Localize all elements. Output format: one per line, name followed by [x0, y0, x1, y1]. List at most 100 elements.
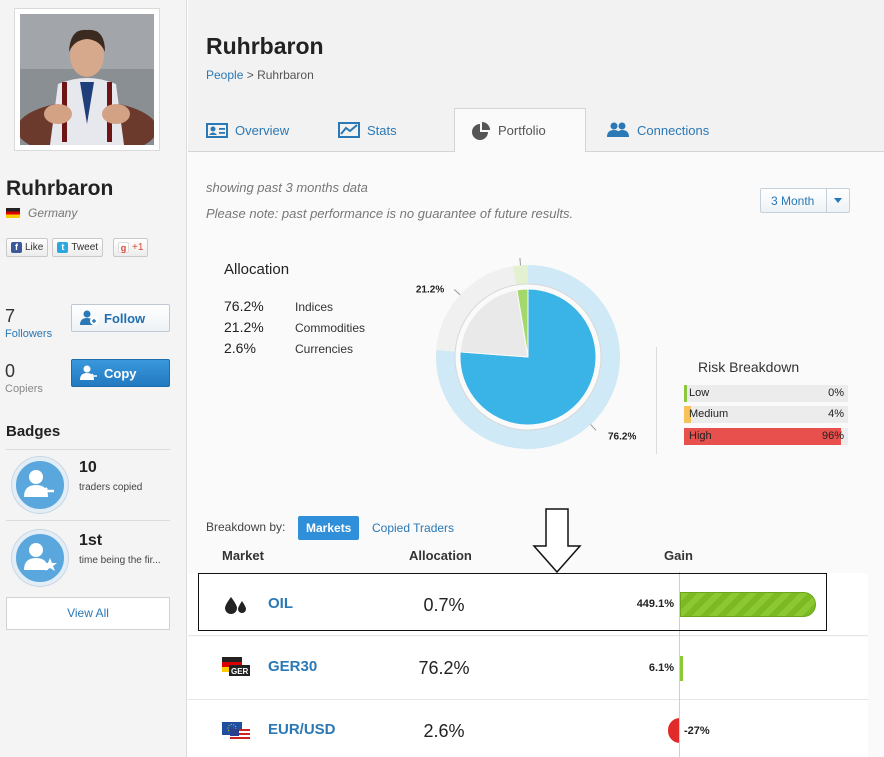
chevron-down-icon	[826, 189, 849, 212]
tweet-button[interactable]: t Tweet	[52, 238, 104, 257]
market-link[interactable]: GER30	[268, 658, 318, 675]
profile-sidebar: Ruhrbaron Germany f Like t Tweet g +1 7 …	[0, 0, 187, 757]
disclaimer-note: Please note: past performance is no guar…	[206, 206, 574, 221]
badges-title: Badges	[6, 423, 61, 440]
risk-bar	[684, 406, 691, 423]
badge-text: time being the fir...	[79, 555, 161, 566]
risk-row-medium: Medium 4%	[684, 406, 848, 423]
pie-data-label: 76.2%	[608, 431, 636, 442]
pie-label-leader	[590, 424, 597, 431]
page-header	[188, 0, 884, 108]
gain-bar-negative	[668, 718, 680, 743]
copy-badge-icon	[12, 457, 68, 513]
people-icon	[607, 122, 629, 137]
risk-row-high: High 96%	[684, 428, 848, 445]
star-badge-icon	[12, 530, 68, 586]
allocation-value: 0.7%	[423, 595, 465, 615]
svg-text:GER: GER	[231, 667, 249, 676]
gain-value: 6.1%	[648, 662, 674, 674]
allocation-donut-chart[interactable]: 76.2%21.2%2.6%	[400, 258, 650, 468]
breadcrumb: People > Ruhrbaron	[206, 68, 314, 82]
pie-slice-indices[interactable]	[459, 288, 597, 426]
facebook-icon: f	[11, 242, 22, 253]
social-share: f Like t Tweet g +1	[6, 238, 149, 257]
followers-count: 7	[5, 306, 16, 326]
highlight-annotation-box	[198, 573, 827, 631]
pie-slice-currencies[interactable]	[516, 288, 529, 358]
view-all-badges-button[interactable]: View All	[6, 597, 170, 630]
breadcrumb-current: Ruhrbaron	[257, 68, 314, 82]
risk-bar	[684, 428, 842, 445]
follow-button[interactable]: Follow	[71, 304, 170, 332]
line-chart-icon	[338, 122, 360, 138]
german-flag-icon: GER	[222, 657, 250, 676]
period-select[interactable]: 3 Month	[760, 188, 850, 213]
tab-connections[interactable]: Connections	[606, 108, 709, 152]
down-arrow-annotation	[532, 508, 582, 574]
twitter-icon: t	[57, 242, 69, 253]
allocation-value: 76.2%	[418, 658, 470, 678]
profile-card-icon	[206, 123, 228, 138]
add-person-icon	[80, 310, 98, 326]
pie-data-label: 21.2%	[416, 284, 444, 295]
breakdown-tab-markets[interactable]: Markets	[298, 516, 360, 540]
oil-drops-icon	[225, 597, 246, 614]
allocation-title: Allocation	[224, 261, 290, 278]
divider	[6, 520, 170, 521]
eu-us-flags-icon	[222, 722, 250, 742]
copiers-count: 0	[5, 361, 16, 381]
gplus-icon: g	[118, 242, 130, 253]
tab-bar: Overview Stats Portfolio Connections	[188, 108, 884, 153]
breadcrumb-people-link[interactable]: People	[206, 68, 244, 82]
col-header-allocation[interactable]: Allocation	[409, 548, 472, 563]
market-link[interactable]: OIL	[268, 595, 293, 612]
pie-slice-commodities[interactable]	[459, 289, 529, 358]
badge-count: 1st	[79, 532, 103, 549]
pie-label-leader	[519, 258, 521, 266]
allocation-item: 76.2% Indices	[224, 298, 334, 314]
gain-bar-positive	[680, 592, 816, 617]
risk-breakdown-title: Risk Breakdown	[698, 359, 800, 375]
pie-label-leader	[453, 289, 461, 296]
gplus-button[interactable]: g +1	[113, 238, 149, 257]
pie-chart-icon	[472, 121, 490, 140]
profile-country: Germany	[6, 206, 77, 220]
col-header-market[interactable]: Market	[222, 548, 264, 563]
col-header-gain[interactable]: Gain	[664, 548, 693, 563]
country-label: Germany	[28, 206, 78, 220]
badge-text: traders copied	[79, 482, 143, 493]
allocation-item: 21.2% Commodities	[224, 319, 366, 335]
tab-overview[interactable]: Overview	[206, 108, 289, 152]
copy-button[interactable]: Copy	[71, 359, 170, 387]
tab-portfolio[interactable]: Portfolio	[454, 108, 586, 153]
badge-traders-copied[interactable]: 10 traders copied	[12, 457, 172, 517]
breadcrumb-separator: >	[246, 68, 254, 82]
table-row[interactable]	[188, 700, 868, 757]
avatar[interactable]	[14, 8, 160, 151]
profile-name: Ruhrbaron	[6, 177, 114, 200]
followers-label[interactable]: Followers	[5, 328, 53, 340]
gain-bar-positive	[680, 656, 683, 681]
table-row[interactable]	[188, 637, 868, 700]
facebook-like-button[interactable]: f Like	[6, 238, 49, 257]
allocation-value: 2.6%	[423, 721, 465, 741]
breakdown-label: Breakdown by:	[206, 520, 286, 534]
risk-row-low: Low 0%	[684, 385, 848, 402]
avatar-photo	[20, 14, 154, 145]
german-flag-icon	[6, 208, 20, 218]
breakdown-tab-copied-traders[interactable]: Copied Traders	[372, 521, 455, 535]
copy-person-icon	[80, 365, 98, 381]
page-title: Ruhrbaron	[206, 33, 324, 59]
gain-value: -27%	[684, 725, 710, 737]
copiers-label: Copiers	[5, 383, 43, 395]
risk-bar	[684, 385, 687, 402]
gain-zero-axis	[679, 572, 680, 757]
market-link[interactable]: EUR/USD	[268, 721, 336, 738]
divider	[656, 347, 657, 454]
badge-count: 10	[79, 459, 97, 476]
gain-value: 449.1%	[636, 598, 674, 610]
tab-stats[interactable]: Stats	[338, 108, 397, 152]
allocation-item: 2.6% Currencies	[224, 340, 354, 356]
badge-first-time[interactable]: 1st time being the fir...	[12, 530, 172, 590]
divider	[6, 449, 170, 450]
